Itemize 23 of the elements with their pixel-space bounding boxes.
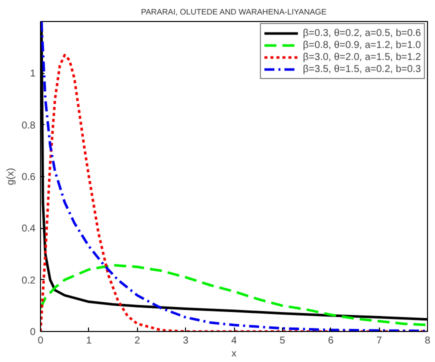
- x-tick-label: 7: [376, 336, 382, 346]
- y-tick-label: 0: [30, 327, 36, 338]
- legend-label: β=3.0, θ=2.0, a=1.5, b=1.2: [302, 51, 421, 63]
- x-tick-label: 5: [280, 336, 286, 346]
- x-tick-label: 4: [231, 336, 238, 346]
- y-tick-label: 0.6: [22, 172, 36, 183]
- x-tick-label: 3: [182, 336, 189, 346]
- y-tick-label: 0.4: [22, 224, 36, 235]
- legend-label: β=3.5, θ=1.5, a=0.2, b=0.3: [302, 63, 421, 75]
- x-tick-label: 8: [424, 336, 431, 346]
- x-axis-title: x: [232, 348, 236, 360]
- x-tick-label: 0: [38, 336, 44, 346]
- x-tick-label: 2: [134, 336, 140, 346]
- legend-label: β=0.3, θ=0.2, a=0.5, b=0.6: [302, 27, 421, 39]
- x-tick-label: 6: [328, 336, 334, 346]
- line-series: [40, 264, 428, 326]
- y-axis-title: g(x): [6, 168, 17, 186]
- legend-label: β=0.8, θ=0.9, a=1.2, b=1.0: [302, 39, 421, 51]
- y-tick-label: 0.8: [22, 120, 36, 132]
- text: PARARAI, OLUTEDE AND WARAHENA-LIYANAGE: [140, 8, 327, 16]
- x-tick-label: 1: [86, 336, 92, 346]
- y-tick-label: 1: [30, 68, 36, 80]
- y-tick-label: 0.2: [22, 275, 36, 286]
